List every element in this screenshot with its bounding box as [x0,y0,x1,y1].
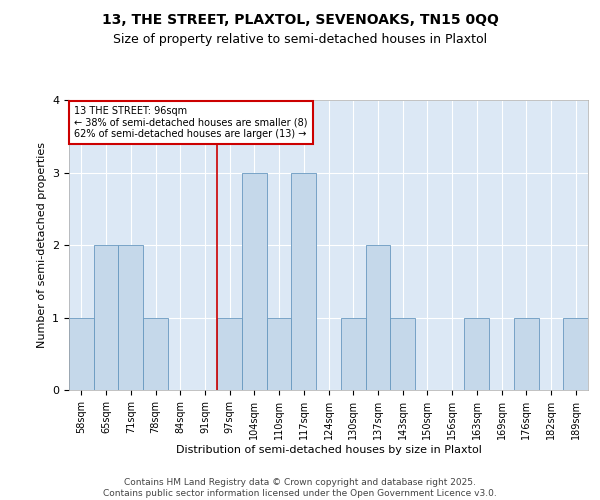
Bar [390,318,415,390]
Bar [242,172,267,390]
Bar [365,245,390,390]
Bar [143,318,168,390]
Bar [514,318,539,390]
Bar [563,318,588,390]
Text: Contains HM Land Registry data © Crown copyright and database right 2025.
Contai: Contains HM Land Registry data © Crown c… [103,478,497,498]
Bar [267,318,292,390]
Bar [118,245,143,390]
Text: 13 THE STREET: 96sqm
← 38% of semi-detached houses are smaller (8)
62% of semi-d: 13 THE STREET: 96sqm ← 38% of semi-detac… [74,106,308,139]
Bar [94,245,118,390]
Y-axis label: Number of semi-detached properties: Number of semi-detached properties [37,142,47,348]
Text: Size of property relative to semi-detached houses in Plaxtol: Size of property relative to semi-detach… [113,32,487,46]
Bar [292,172,316,390]
Bar [69,318,94,390]
Bar [341,318,365,390]
X-axis label: Distribution of semi-detached houses by size in Plaxtol: Distribution of semi-detached houses by … [176,444,481,454]
Bar [464,318,489,390]
Text: 13, THE STREET, PLAXTOL, SEVENOAKS, TN15 0QQ: 13, THE STREET, PLAXTOL, SEVENOAKS, TN15… [101,12,499,26]
Bar [217,318,242,390]
